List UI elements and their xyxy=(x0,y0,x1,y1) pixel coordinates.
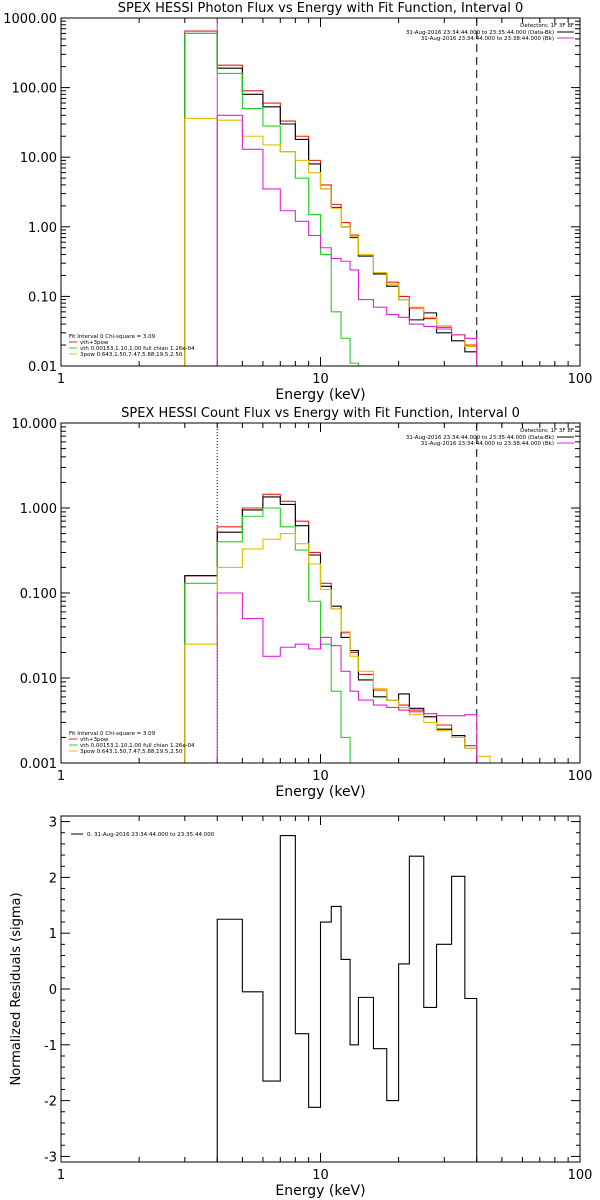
photon-flux-y-ticks xyxy=(61,20,580,367)
count-flux-y-tick-label: 0.100 xyxy=(20,587,57,602)
count-flux-legend-entry: 31-Aug-2016 23:34:44.000 to 23:35:44.000… xyxy=(406,435,554,441)
residuals-y-tick-label: 3 xyxy=(49,816,57,831)
photon-flux-y-tick-label: 1.00 xyxy=(28,221,57,236)
residuals-y-tick-label: 0 xyxy=(49,983,57,998)
count-flux-y-tick-label: 0.010 xyxy=(20,672,57,687)
count-flux-y-tick-label: 1.000 xyxy=(20,502,57,517)
photon-flux-x-ticks xyxy=(60,18,569,366)
photon-flux-series-group xyxy=(184,30,478,366)
residuals-y-tick-label: -3 xyxy=(44,1150,57,1165)
count-flux-chart: SPEX HESSI Count Flux vs Energy with Fit… xyxy=(12,406,593,800)
photon-flux-x-tick-label: 1 xyxy=(57,372,65,387)
photon-flux-legend-entry: 31-Aug-2016 23:34:44.000 to 23:38:44.000… xyxy=(421,36,554,42)
residuals-y-tick-label: -1 xyxy=(44,1039,57,1054)
count-flux-legend-entry: 31-Aug-2016 23:34:44.000 to 23:38:44.000… xyxy=(421,441,554,447)
residuals-y-tick-label: 1 xyxy=(49,927,57,942)
count-flux-x-tick-label: 100 xyxy=(568,769,593,784)
count-flux-series-vth xyxy=(184,507,502,763)
residuals-x-tick-label: 1 xyxy=(57,1168,65,1183)
residuals-axes-frame xyxy=(60,815,581,1163)
photon-flux-x-axis-label: Energy (keV) xyxy=(275,387,365,403)
count-flux-y-ticks xyxy=(61,426,580,764)
photon-flux-chart: SPEX HESSI Photon Flux vs Energy with Fi… xyxy=(3,1,592,403)
residuals-x-tick-label: 10 xyxy=(312,1168,329,1183)
count-flux-legend-entry: vth+3pow xyxy=(80,737,109,743)
count-flux-title: SPEX HESSI Count Flux vs Energy with Fit… xyxy=(121,406,520,421)
count-flux-x-tick-label: 1 xyxy=(57,769,65,784)
count-flux-legend-entry: vth 0.00153,1.10,1.00 full chian 1.26e-0… xyxy=(80,743,195,749)
residuals-chart: 1 10 100 -3 -2 -1 0 1 2 3 Energy (keV) Normalized R… xyxy=(9,815,593,1199)
residuals-y-tick-label: 2 xyxy=(49,871,57,886)
photon-flux-y-tick-label: 0.01 xyxy=(28,360,57,375)
photon-flux-legend-fit-title: Fit Interval 0 Chi-square = 3.09 xyxy=(69,334,156,340)
count-flux-legend-fit-title: Fit Interval 0 Chi-square = 3.09 xyxy=(69,731,156,737)
photon-flux-legend-entry: vth 0.00153,1.10,1.00 full chian 1.26e-0… xyxy=(80,346,195,352)
residuals-y-axis-label: Normalized Residuals (sigma) xyxy=(9,892,24,1085)
count-flux-series-bk xyxy=(184,592,478,763)
residuals-legend-entry: 0. 31-Aug-2016 23:34:44.000 to 23:35:44.… xyxy=(87,832,215,838)
count-flux-series-group xyxy=(184,493,502,763)
photon-flux-legend-entry: vth+3pow xyxy=(80,340,109,346)
photon-flux-y-tick-label: 100.00 xyxy=(12,82,58,97)
photon-flux-x-tick-label: 10 xyxy=(312,372,329,387)
photon-flux-legend-entry: 31-Aug-2016 23:34:44.000 to 23:35:44.000… xyxy=(406,30,554,36)
count-flux-y-tick-label: 0.001 xyxy=(20,757,57,772)
photon-flux-x-tick-label: 100 xyxy=(568,372,593,387)
residuals-y-ticks xyxy=(61,821,580,1157)
count-flux-series-3pow xyxy=(184,533,502,763)
photon-flux-y-tick-label: 0.10 xyxy=(28,290,57,305)
photon-flux-axes-frame xyxy=(60,17,581,367)
photon-flux-legend-entry: 3pow 0.643,1.50,7.47,5.88,19.5,2.50 xyxy=(80,352,183,358)
residuals-series-group xyxy=(216,834,478,1162)
photon-flux-y-tick-label: 10.00 xyxy=(20,151,57,166)
count-flux-y-tick-label: 10.000 xyxy=(12,417,58,432)
residuals-x-axis-label: Energy (keV) xyxy=(275,1183,365,1199)
residuals-y-tick-label: -2 xyxy=(44,1095,57,1110)
photon-flux-series-3pow xyxy=(184,117,478,366)
residuals-series-data xyxy=(216,834,478,1162)
residuals-x-tick-label: 100 xyxy=(568,1168,593,1183)
photon-flux-y-tick-label: 1000.00 xyxy=(3,12,57,27)
count-flux-legend-detectors: Detectors: 1F 3F 8F xyxy=(520,428,574,434)
count-flux-x-tick-label: 10 xyxy=(312,769,329,784)
photon-flux-series-bk xyxy=(184,114,478,366)
photon-flux-title: SPEX HESSI Photon Flux vs Energy with Fi… xyxy=(118,1,524,16)
photon-flux-legend-detectors: Detectors: 1F 3F 8F xyxy=(520,23,574,29)
count-flux-x-axis-label: Energy (keV) xyxy=(275,784,365,800)
count-flux-legend-entry: 3pow 0.643,1.50,7.47,5.88,19.5,2.50 xyxy=(80,749,183,755)
count-flux-axes-frame xyxy=(60,422,581,764)
